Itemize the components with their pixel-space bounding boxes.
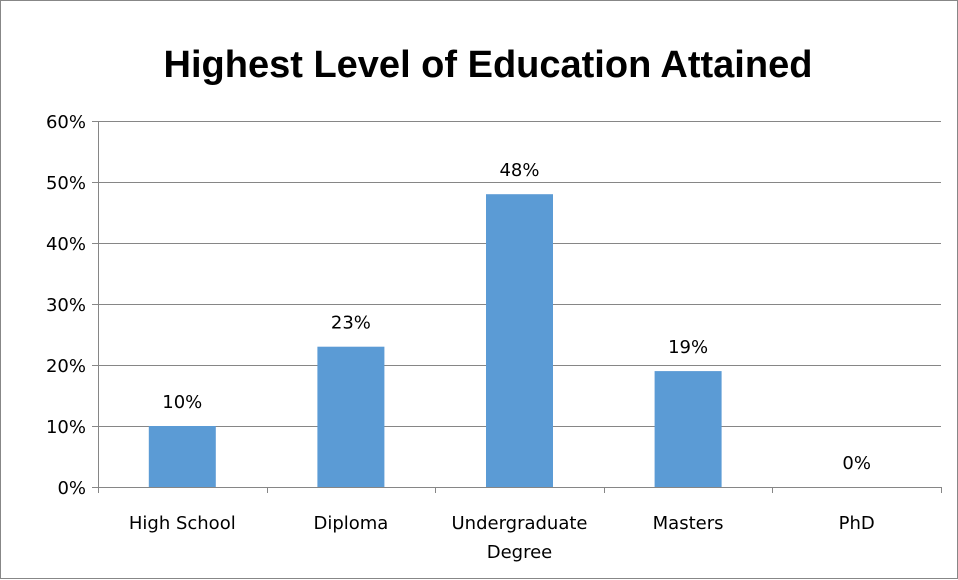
x-tick-label: Diploma [313,513,388,534]
y-tick-label: 10% [46,417,86,438]
bars [148,194,722,487]
x-tick-label: Masters [653,513,724,534]
x-tick-label: PhD [839,513,875,534]
y-tick-label: 40% [46,234,86,255]
chart-title: Highest Level of Education Attained [164,44,813,86]
data-label: 0% [842,453,871,474]
data-labels: 10% 23% 48% 19% 0% [162,160,871,474]
data-label: 19% [668,337,708,358]
y-axis: 0% 10% 20% 30% 40% 50% 60% [46,112,99,499]
x-tick-label: High School [129,513,236,534]
y-tick-label: 30% [46,295,86,316]
data-label: 23% [331,313,371,334]
bar [317,346,385,487]
bar [654,371,722,487]
data-label: 48% [499,160,539,181]
y-tick-label: 20% [46,356,86,377]
y-tick-label: 60% [46,112,86,133]
x-axis: High School Diploma Undergraduate Degree Mas… [98,487,942,563]
bar [148,426,216,487]
data-label: 10% [162,392,202,413]
y-tick-label: 0% [57,478,86,499]
x-tick-label: Undergraduate Degree [451,513,587,563]
y-tick-label: 50% [46,173,86,194]
bar [486,194,553,487]
